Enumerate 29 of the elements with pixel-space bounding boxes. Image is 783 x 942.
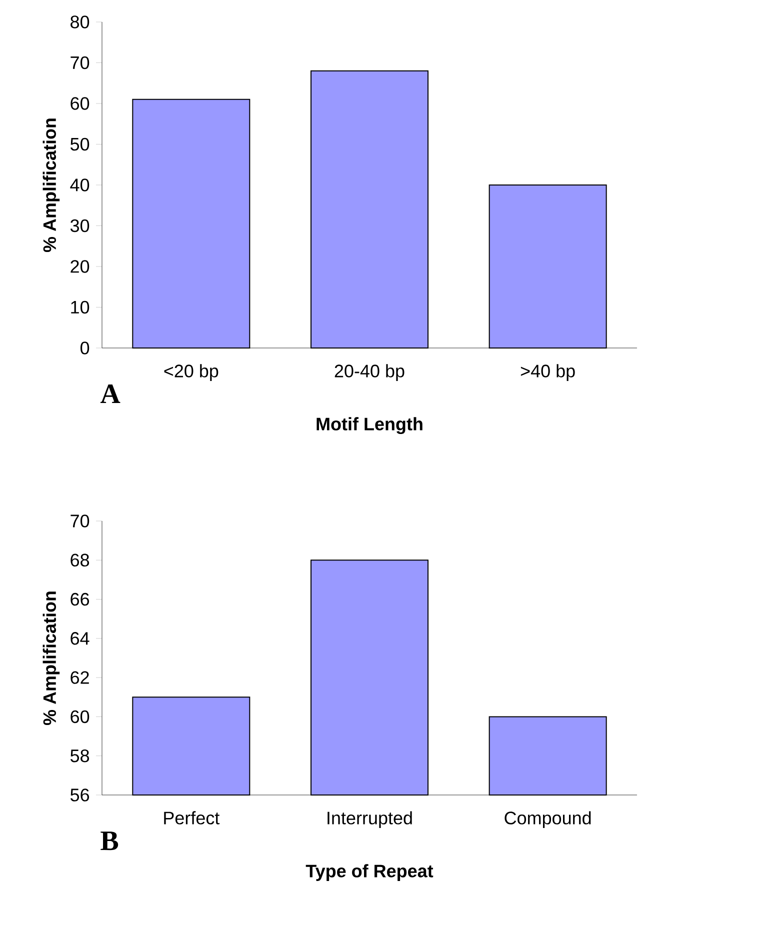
- y-tick-label: 58: [70, 749, 90, 762]
- y-axis-title: % Amplification: [42, 118, 60, 252]
- x-tick-label: Interrupted: [328, 811, 412, 828]
- y-tick-label: 70: [70, 56, 90, 70]
- y-tick-label: 10: [71, 300, 90, 314]
- y-tick-label: 0: [80, 342, 90, 354]
- y-axis-title: % Amplification: [42, 592, 60, 726]
- y-tick-label: 68: [70, 554, 90, 567]
- y-tick-label: 60: [70, 97, 90, 110]
- y-tick-label: 40: [70, 178, 90, 192]
- x-axis-title: Motif Length: [316, 417, 422, 434]
- text: B: [100, 832, 118, 850]
- y-tick-label: 80: [70, 16, 90, 28]
- x-tick-label: >40 bp: [520, 364, 575, 381]
- y-tick-label: 56: [70, 788, 90, 802]
- y-tick-label: 50: [70, 138, 90, 151]
- y-tick-label: 30: [70, 219, 90, 232]
- y-tick-label: 62: [70, 671, 89, 684]
- y-tick-label: 66: [70, 592, 90, 606]
- y-tick-label: 60: [70, 710, 90, 724]
- y-tick-label: 70: [70, 514, 90, 528]
- x-tick-label: Perfect: [164, 811, 220, 824]
- x-tick-label: <20 bp: [164, 364, 218, 381]
- y-tick-label: 20: [70, 260, 90, 273]
- x-axis-title: Type of Repeat: [306, 864, 434, 881]
- x-tick-label: Compound: [504, 811, 591, 828]
- text: A: [100, 384, 120, 403]
- y-tick-label: 64: [70, 632, 90, 645]
- x-tick-label: 20-40 bp: [334, 364, 404, 381]
